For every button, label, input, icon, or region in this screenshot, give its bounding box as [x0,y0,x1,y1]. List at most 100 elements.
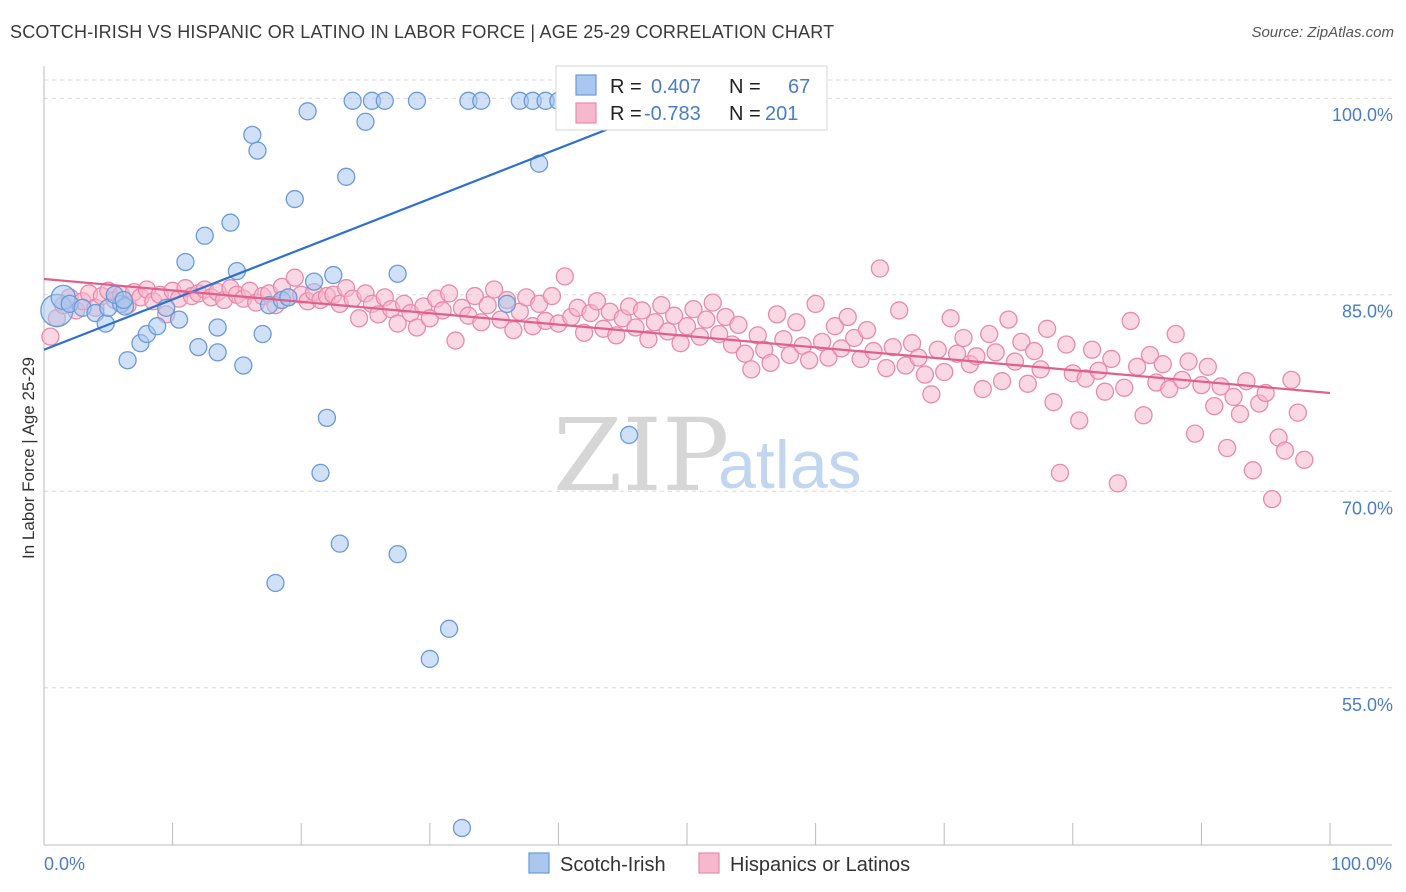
hispanics-point [1198,357,1217,376]
hispanics-point [1005,352,1025,371]
x-tick-label-max: 100.0% [1331,854,1392,874]
hispanics-point [703,293,722,312]
hispanics-point [1018,374,1037,393]
scotch-irish-point [619,425,639,445]
legend-n-value-2: 201 [765,103,798,125]
x-tick-label-min: 0.0% [44,854,85,874]
legend-bottom-label-hispanics: Hispanics or Latinos [730,854,910,876]
watermark-atlas: atlas [718,427,862,503]
hispanics-point [349,309,369,328]
hispanics-point [1185,424,1205,443]
hispanics-point [1070,411,1089,430]
hispanics-point [941,309,960,328]
hispanics-point [1282,370,1301,390]
legend-r-label-1: R = [610,76,642,98]
scotch-irish-point [285,189,304,209]
scotch-irish-point [317,408,337,428]
scotch-irish-point [472,91,491,110]
hispanics-point [446,331,465,350]
correlation-legend: R = 0.407 N = 67 R = -0.783 N = 201 [555,65,828,131]
hispanics-point [632,301,652,320]
scotch-irish-point [388,544,407,564]
hispanics-point [1037,319,1057,338]
hispanics-point [478,296,497,315]
watermark-zip: ZIP [553,397,729,514]
hispanics-point [1140,345,1160,365]
scotch-irish-point [324,265,343,285]
legend-r-value-2: -0.783 [644,103,701,125]
hispanics-point [877,358,896,378]
hispanics-point [992,372,1012,391]
hispanics-point [1224,387,1243,407]
hispanics-point [857,320,877,340]
hispanics-point [980,324,999,344]
hispanics-point [439,284,459,303]
hispanics-point [671,334,690,353]
scotch-irish-point [497,294,517,314]
scotch-irish-point [420,649,439,669]
scotch-irish-point [248,141,267,160]
y-axis-title: In Labor Force | Age 25-29 [19,357,38,559]
scotch-irish-point [234,356,253,375]
legend-swatch-blue [575,74,597,96]
hispanics-point [697,310,716,329]
hispanics-point [664,306,684,325]
scotch-irish-point [189,337,208,357]
hispanics-point [1192,375,1211,395]
legend-r-value-1: 0.407 [651,76,701,98]
hispanics-point [1288,403,1307,422]
scotch-irish-point [243,125,262,145]
hispanics-point [639,330,658,349]
y-tick-labels: 55.0% 70.0% 85.0% 100.0% [1332,105,1393,715]
hispanics-point [574,323,594,342]
hispanics-point [484,280,504,299]
hispanics-point [1115,378,1134,397]
hispanics-point [1230,404,1250,424]
hispanics-point [806,294,825,314]
hispanics-point [915,365,935,384]
hispanics-point [800,351,819,370]
hispanics-point [1108,474,1127,493]
trend-line-hispanics [43,277,1331,395]
watermark: ZIP atlas [553,397,862,514]
axes [43,66,1392,846]
hispanics-point [1179,352,1198,371]
hispanics-point [922,385,941,404]
hispanics-point [1044,393,1063,412]
scotch-irish-point [388,264,407,283]
hispanics-point [973,379,992,399]
legend-bottom-label-scotch-irish: Scotch-Irish [560,854,666,876]
hispanics-point [433,301,452,320]
hispanics-point [947,344,967,363]
hispanics-point [1134,406,1153,425]
hispanics-point [1205,396,1224,416]
scotch-irish-point [169,310,189,329]
hispanics-point [465,286,484,306]
hispanics-point [928,340,947,359]
scotch-irish-point [452,818,472,838]
hispanics-point [652,296,671,315]
hispanics-point [1025,341,1044,361]
scotch-irish-point [148,317,167,336]
hispanics-point [787,313,806,332]
hispanics-point [735,344,755,363]
scotch-irish-point [337,167,356,186]
scotch-irish-point [118,351,137,370]
hispanics-point [645,313,664,332]
hispanics-point [1012,332,1031,352]
hispanics-point [41,327,60,346]
scotch-irish-point [298,102,317,121]
legend-n-label-1: N = [729,76,761,98]
hispanics-point [1160,379,1179,399]
hispanics-point [677,317,697,336]
hispanics-point [986,343,1005,362]
scotch-irish-point [266,573,285,593]
hispanics-point [542,286,562,306]
legend-n-value-1: 67 [788,76,810,98]
scotch-irish-point [304,272,324,291]
hispanics-point [1275,441,1295,460]
chart-title: SCOTCH-IRISH VS HISPANIC OR LATINO IN LA… [10,22,835,42]
scotch-irish-point [208,318,227,337]
legend-r-label-2: R = [610,103,642,125]
